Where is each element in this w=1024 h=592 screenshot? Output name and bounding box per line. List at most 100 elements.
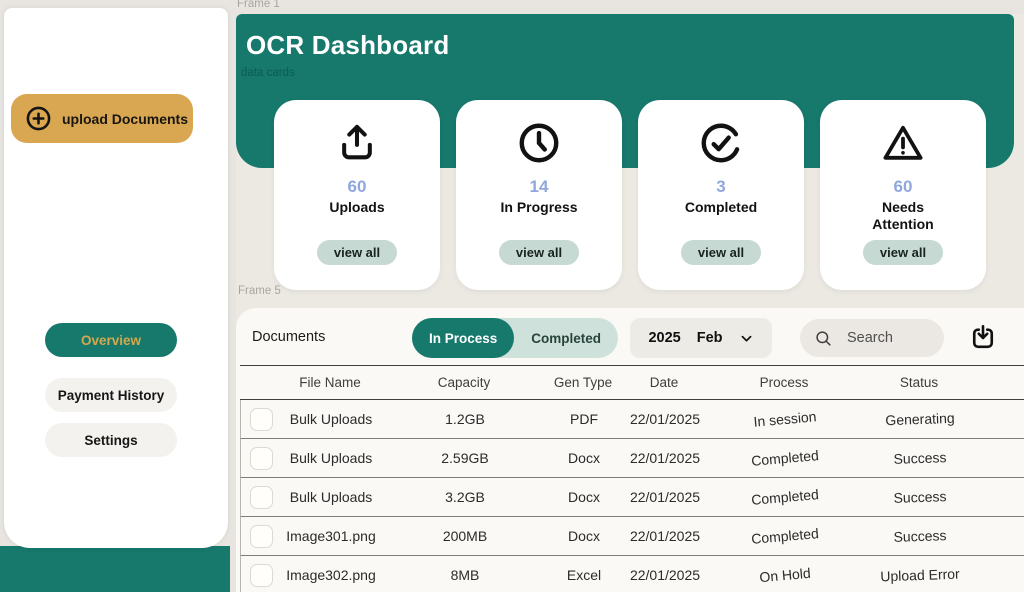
sidebar-item-overview[interactable]: Overview xyxy=(45,323,177,357)
uploads-label: Uploads xyxy=(329,199,385,215)
in-progress-count: 14 xyxy=(529,177,549,196)
table-row[interactable]: Bulk Uploads 2.59GB Docx 22/01/2025 Comp… xyxy=(240,439,1024,478)
table-row[interactable]: Image301.png 200MB Docx 22/01/2025 Compl… xyxy=(240,517,1024,556)
cell-process: In session xyxy=(752,408,818,430)
documents-panel: Documents In Process Completed 2025 Feb xyxy=(236,308,1024,592)
tab-in-process[interactable]: In Process xyxy=(412,318,515,358)
card-uploads: 60 Uploads view all xyxy=(274,100,440,290)
main-frame: OCR Dashboard data cards 60 Uploads view… xyxy=(236,14,1024,592)
table-row[interactable]: Image302.png 8MB Excel 22/01/2025 On Hol… xyxy=(240,556,1024,592)
process-status-toggle: In Process Completed xyxy=(412,318,619,358)
tab-completed[interactable]: Completed xyxy=(514,318,618,358)
data-cards-label: data cards xyxy=(241,67,295,79)
cell-date: 22/01/2025 xyxy=(629,411,701,427)
cell-gen-type: Docx xyxy=(568,450,600,466)
warning-icon xyxy=(879,120,927,166)
cell-gen-type: Docx xyxy=(568,489,600,505)
cell-date: 22/01/2025 xyxy=(629,528,701,544)
cell-file-name: Bulk Uploads xyxy=(289,411,373,427)
cell-process: Completed xyxy=(750,486,820,508)
row-checkbox[interactable] xyxy=(249,563,273,587)
cell-process: Completed xyxy=(750,525,820,547)
card-completed: 3 Completed view all xyxy=(638,100,804,290)
needs-attention-label: Needs Attention xyxy=(872,199,934,232)
cell-capacity: 1.2GB xyxy=(445,411,485,427)
table-row[interactable]: Bulk Uploads 1.2GB PDF 22/01/2025 In ses… xyxy=(240,400,1024,439)
documents-table: File Name Capacity Gen Type Date Process… xyxy=(240,365,1024,592)
cell-capacity: 3.2GB xyxy=(445,489,485,505)
column-date: Date xyxy=(649,375,679,390)
cell-status: Success xyxy=(893,449,947,467)
cell-file-name: Image301.png xyxy=(286,528,376,544)
overview-label: Overview xyxy=(80,332,142,348)
cell-process: On Hold xyxy=(758,564,812,586)
upload-icon xyxy=(335,120,379,166)
cell-gen-type: Excel xyxy=(566,567,602,583)
sidebar-item-payment-history[interactable]: Payment History xyxy=(45,378,177,412)
settings-label: Settings xyxy=(84,432,138,448)
tab-completed-label: Completed xyxy=(531,330,602,346)
column-process: Process xyxy=(759,375,809,390)
upload-documents-button[interactable]: upload Documents xyxy=(11,94,193,143)
cell-date: 22/01/2025 xyxy=(629,567,701,583)
sidebar-item-settings[interactable]: Settings xyxy=(45,423,177,457)
table-header-row: File Name Capacity Gen Type Date Process… xyxy=(240,365,1024,400)
column-capacity: Capacity xyxy=(437,375,491,390)
search-placeholder: Search xyxy=(847,330,893,346)
date-filter-year: 2025 xyxy=(648,330,681,346)
in-progress-label: In Progress xyxy=(500,199,578,215)
search-input[interactable]: Search xyxy=(800,319,944,357)
completed-count: 3 xyxy=(716,177,726,196)
plus-circle-icon xyxy=(25,105,52,132)
column-file-name: File Name xyxy=(299,375,361,390)
documents-title: Documents xyxy=(252,329,326,345)
cell-status: Success xyxy=(893,527,947,545)
clock-icon xyxy=(516,120,562,166)
date-filter-dropdown[interactable]: 2025 Feb xyxy=(630,318,772,358)
page-title: OCR Dashboard xyxy=(246,30,450,60)
card-needs-attention: 60 Needs Attention view all xyxy=(820,100,986,290)
sidebar-footer-background xyxy=(0,546,230,592)
cell-capacity: 8MB xyxy=(450,567,480,583)
view-all-needs-attention-button[interactable]: view all xyxy=(862,240,944,265)
cell-file-name: Bulk Uploads xyxy=(289,450,373,466)
view-all-uploads-button[interactable]: view all xyxy=(316,240,398,265)
table-row[interactable]: Bulk Uploads 3.2GB Docx 22/01/2025 Compl… xyxy=(240,478,1024,517)
cell-status: Generating xyxy=(885,409,955,429)
cell-gen-type: PDF xyxy=(570,411,598,427)
cell-status: Success xyxy=(893,488,947,506)
download-icon[interactable] xyxy=(968,322,1000,354)
completed-label: Completed xyxy=(684,199,758,215)
cell-file-name: Bulk Uploads xyxy=(289,489,373,505)
cell-date: 22/01/2025 xyxy=(629,489,701,505)
search-icon xyxy=(814,329,833,348)
card-in-progress: 14 In Progress view all xyxy=(456,100,622,290)
frame1-label: Frame 1 xyxy=(237,0,280,10)
tab-in-process-label: In Process xyxy=(429,330,498,346)
chevron-down-icon xyxy=(739,331,754,346)
view-all-completed-button[interactable]: view all xyxy=(680,240,762,265)
cell-status: Upload Error xyxy=(880,565,960,585)
row-checkbox[interactable] xyxy=(249,485,273,509)
cell-gen-type: Docx xyxy=(568,528,600,544)
needs-attention-count: 60 xyxy=(893,177,913,196)
documents-toolbar: Documents In Process Completed 2025 Feb xyxy=(236,318,1024,358)
payment-history-label: Payment History xyxy=(57,387,165,403)
column-gen-type: Gen Type xyxy=(553,375,613,390)
row-checkbox[interactable] xyxy=(249,446,273,470)
cell-date: 22/01/2025 xyxy=(629,450,701,466)
column-status: Status xyxy=(899,375,939,390)
date-filter-month: Feb xyxy=(696,330,723,346)
cell-process: Completed xyxy=(750,447,820,469)
row-checkbox[interactable] xyxy=(249,407,273,431)
row-checkbox[interactable] xyxy=(249,524,273,548)
frame5-label: Frame 5 xyxy=(238,285,281,297)
cell-capacity: 2.59GB xyxy=(441,450,489,466)
uploads-count: 60 xyxy=(347,177,367,196)
view-all-in-progress-button[interactable]: view all xyxy=(498,240,580,265)
upload-documents-label: upload Documents xyxy=(62,110,189,127)
cell-file-name: Image302.png xyxy=(286,567,376,583)
cell-capacity: 200MB xyxy=(442,528,488,544)
check-circle-icon xyxy=(698,120,744,166)
sidebar: upload Documents Overview Payment Histor… xyxy=(4,8,228,548)
